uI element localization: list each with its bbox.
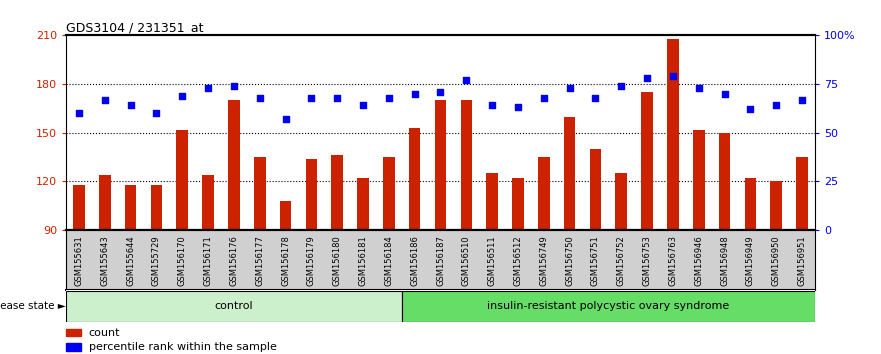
Text: percentile rank within the sample: percentile rank within the sample: [88, 342, 277, 352]
Bar: [203, 175, 214, 230]
Text: GSM155643: GSM155643: [100, 235, 109, 286]
Bar: [641, 92, 653, 230]
Point: [150, 110, 164, 116]
Text: GSM156949: GSM156949: [746, 235, 755, 286]
Bar: [280, 201, 292, 230]
Text: control: control: [215, 301, 253, 311]
Text: GSM156179: GSM156179: [307, 235, 316, 286]
Text: GSM156180: GSM156180: [333, 235, 342, 286]
Bar: [402, 291, 815, 321]
Point: [744, 107, 758, 112]
Text: insulin-resistant polycystic ovary syndrome: insulin-resistant polycystic ovary syndr…: [487, 301, 729, 311]
Point: [563, 85, 577, 91]
Bar: [66, 343, 81, 351]
Point: [253, 95, 267, 101]
Text: GSM155644: GSM155644: [126, 235, 135, 286]
Point: [589, 95, 603, 101]
Bar: [434, 100, 447, 230]
Text: GSM156177: GSM156177: [255, 235, 264, 286]
Bar: [66, 329, 81, 336]
Text: GSM156187: GSM156187: [436, 235, 445, 286]
Point: [433, 89, 448, 95]
Text: GSM156178: GSM156178: [281, 235, 290, 286]
Bar: [616, 173, 627, 230]
Text: GSM156186: GSM156186: [411, 235, 419, 286]
Point: [123, 103, 137, 108]
Point: [72, 110, 86, 116]
Point: [278, 116, 292, 122]
Point: [459, 77, 473, 83]
Text: GSM156510: GSM156510: [462, 235, 470, 286]
Text: GSM156750: GSM156750: [565, 235, 574, 286]
Point: [408, 91, 422, 97]
Text: GSM156512: GSM156512: [514, 235, 522, 286]
Bar: [667, 39, 678, 230]
Point: [356, 103, 370, 108]
Point: [614, 83, 628, 89]
Point: [381, 95, 396, 101]
Point: [511, 104, 525, 110]
Bar: [719, 133, 730, 230]
Bar: [486, 173, 498, 230]
Bar: [383, 157, 395, 230]
Point: [201, 85, 215, 91]
Bar: [306, 159, 317, 230]
Text: GDS3104 / 231351_at: GDS3104 / 231351_at: [66, 21, 204, 34]
Point: [175, 93, 189, 98]
Text: GSM155631: GSM155631: [75, 235, 84, 286]
Bar: [512, 178, 524, 230]
Bar: [744, 178, 756, 230]
Point: [795, 97, 809, 102]
Point: [227, 83, 241, 89]
Bar: [66, 291, 402, 321]
Bar: [99, 175, 111, 230]
Bar: [409, 128, 420, 230]
Bar: [538, 157, 550, 230]
Text: GSM156749: GSM156749: [539, 235, 548, 286]
Text: GSM156171: GSM156171: [204, 235, 212, 286]
Text: GSM156946: GSM156946: [694, 235, 703, 286]
Point: [537, 95, 551, 101]
Text: GSM156184: GSM156184: [384, 235, 393, 286]
Text: GSM156751: GSM156751: [591, 235, 600, 286]
Point: [330, 95, 344, 101]
Bar: [176, 130, 188, 230]
Bar: [151, 185, 162, 230]
Bar: [693, 130, 705, 230]
Text: GSM156752: GSM156752: [617, 235, 626, 286]
Bar: [461, 100, 472, 230]
Text: GSM156511: GSM156511: [488, 235, 497, 286]
Bar: [254, 157, 265, 230]
Point: [485, 103, 500, 108]
Point: [640, 75, 654, 81]
Text: GSM156951: GSM156951: [797, 235, 806, 286]
Bar: [770, 181, 782, 230]
Bar: [796, 157, 808, 230]
Point: [769, 103, 783, 108]
Point: [98, 97, 112, 102]
Bar: [589, 149, 601, 230]
Bar: [125, 185, 137, 230]
Bar: [228, 100, 240, 230]
Text: count: count: [88, 328, 120, 338]
Text: GSM156950: GSM156950: [772, 235, 781, 286]
Text: GSM155729: GSM155729: [152, 235, 161, 286]
Text: disease state ►: disease state ►: [0, 301, 65, 311]
Bar: [73, 185, 85, 230]
Text: GSM156181: GSM156181: [359, 235, 367, 286]
Text: GSM156176: GSM156176: [229, 235, 239, 286]
Text: GSM156753: GSM156753: [642, 235, 652, 286]
Bar: [564, 116, 575, 230]
Point: [717, 91, 731, 97]
Bar: [331, 155, 343, 230]
Text: GSM156763: GSM156763: [669, 235, 677, 286]
Point: [692, 85, 706, 91]
Text: GSM156170: GSM156170: [178, 235, 187, 286]
Point: [304, 95, 318, 101]
Point: [666, 73, 680, 79]
Text: GSM156948: GSM156948: [720, 235, 729, 286]
Bar: [357, 178, 369, 230]
